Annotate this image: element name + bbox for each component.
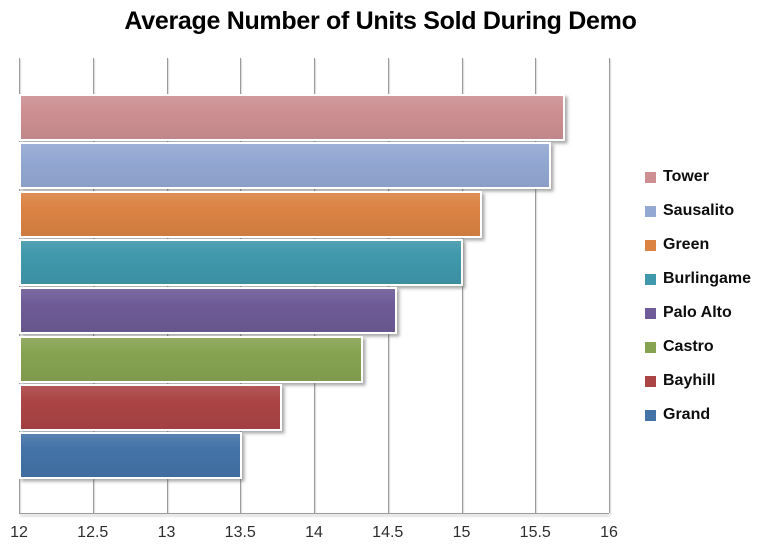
- bar-palo-alto: [19, 287, 397, 335]
- legend-swatch: [645, 205, 656, 217]
- bar-burlingame: [19, 238, 463, 286]
- legend-item-tower: Tower: [645, 168, 751, 185]
- legend-label: Bayhill: [663, 372, 716, 389]
- legend-swatch: [645, 239, 656, 251]
- x-tick-label: 15: [452, 524, 471, 541]
- legend: Tower Sausalito Green Burlingame Palo Alto Ca…: [645, 168, 752, 423]
- legend-label: Sausalito: [663, 202, 735, 219]
- plot-area: [19, 58, 610, 514]
- x-tick-label: 12.5: [77, 524, 109, 541]
- legend-swatch: [645, 409, 656, 421]
- legend-item-green: Green: [645, 236, 751, 253]
- legend-swatch: [645, 341, 656, 353]
- bar-castro: [19, 335, 363, 383]
- legend-item-castro: Castro: [645, 338, 751, 355]
- legend-swatch: [645, 171, 656, 183]
- bar-grand: [19, 432, 242, 480]
- legend-item-sausalito: Sausalito: [645, 202, 751, 219]
- legend-label: Green: [663, 236, 710, 253]
- legend-item-palo-alto: Palo Alto: [645, 304, 751, 321]
- x-tick-label: 15.5: [519, 524, 551, 541]
- legend-item-bayhill: Bayhill: [645, 372, 751, 389]
- x-tick-label: 12: [10, 524, 28, 541]
- bar-bayhill: [19, 383, 282, 431]
- x-axis-tick-labels: 12 12.5 13 13.5 14 14.5 15 15.5 16: [10, 524, 618, 544]
- legend-item-burlingame: Burlingame: [645, 270, 752, 287]
- legend-swatch: [645, 375, 656, 387]
- bar-sausalito: [19, 142, 552, 190]
- gridline: [535, 58, 537, 513]
- x-tick-label: 13: [157, 524, 176, 541]
- bar-tower: [19, 94, 565, 141]
- x-tick-label: 14: [305, 524, 323, 541]
- legend-label: Castro: [663, 338, 714, 355]
- x-tick-label: 13.5: [224, 524, 256, 541]
- legend-label: Palo Alto: [663, 304, 732, 321]
- x-tick-label: 16: [600, 524, 618, 541]
- x-axis-line: [19, 513, 609, 514]
- legend-label: Burlingame: [663, 270, 752, 287]
- x-tick-label: 14.5: [372, 524, 404, 541]
- legend-item-grand: Grand: [645, 406, 751, 423]
- legend-swatch: [645, 273, 656, 285]
- gridline: [609, 58, 610, 513]
- legend-swatch: [645, 307, 656, 319]
- legend-label: Grand: [663, 406, 711, 423]
- bar-green: [19, 190, 483, 238]
- chart-title: Average Number of Units Sold During Demo: [124, 7, 637, 35]
- legend-label: Tower: [663, 168, 709, 185]
